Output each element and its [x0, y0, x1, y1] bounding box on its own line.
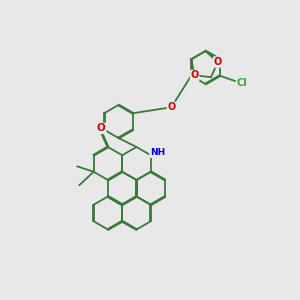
Text: O: O — [97, 123, 106, 134]
Text: Cl: Cl — [237, 78, 248, 88]
Text: NH: NH — [150, 148, 165, 157]
Text: O: O — [190, 70, 199, 80]
Text: O: O — [214, 57, 222, 67]
Text: O: O — [167, 102, 175, 112]
